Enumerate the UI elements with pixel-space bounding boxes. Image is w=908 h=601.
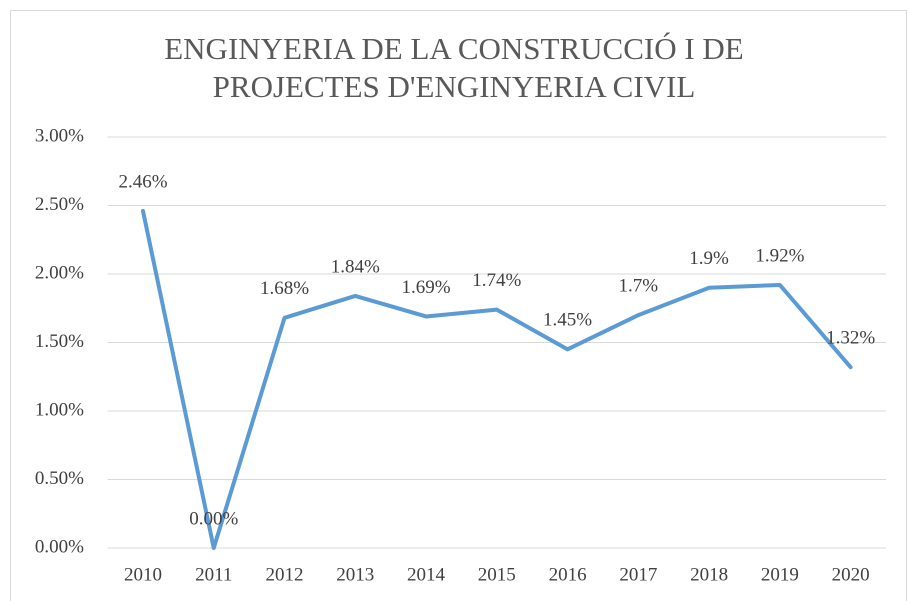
y-tick-label: 0.50% xyxy=(35,468,84,489)
x-tick-label: 2019 xyxy=(761,564,799,585)
data-label: 1.92% xyxy=(755,245,804,266)
data-line xyxy=(140,208,853,550)
data-label: 1.69% xyxy=(401,277,450,298)
x-tick-label: 2018 xyxy=(690,564,728,585)
chart-frame xyxy=(10,10,907,601)
data-label: 1.32% xyxy=(826,328,875,349)
y-tick-label: 1.00% xyxy=(35,399,84,420)
data-label: 1.9% xyxy=(689,248,729,269)
x-tick-label: 2017 xyxy=(619,564,657,585)
data-label: 1.84% xyxy=(331,256,380,277)
x-tick-label: 2013 xyxy=(336,564,374,585)
x-tick-label: 2012 xyxy=(266,564,304,585)
x-tick-label: 2014 xyxy=(407,564,446,585)
x-tick-label: 2016 xyxy=(549,564,587,585)
data-label: 1.68% xyxy=(260,278,309,299)
chart-title: ENGINYERIA DE LA CONSTRUCCIÓ I DE xyxy=(164,31,744,66)
x-tick-label: 2020 xyxy=(832,564,870,585)
x-tick-label: 2010 xyxy=(124,564,162,585)
data-label: 2.46% xyxy=(118,171,167,192)
y-tick-label: 3.00% xyxy=(35,125,84,146)
data-label: 1.7% xyxy=(619,275,659,296)
x-tick-label: 2015 xyxy=(478,564,516,585)
x-tick-label: 2011 xyxy=(195,564,232,585)
y-tick-label: 2.00% xyxy=(35,262,84,283)
data-label: 0.00% xyxy=(189,508,238,529)
chart-title: PROJECTES D'ENGINYERIA CIVIL xyxy=(213,69,696,104)
data-label: 1.45% xyxy=(543,310,592,331)
y-tick-label: 0.00% xyxy=(35,536,84,557)
y-tick-label: 1.50% xyxy=(35,331,84,352)
data-label: 1.74% xyxy=(472,270,521,291)
y-tick-label: 2.50% xyxy=(35,194,84,215)
